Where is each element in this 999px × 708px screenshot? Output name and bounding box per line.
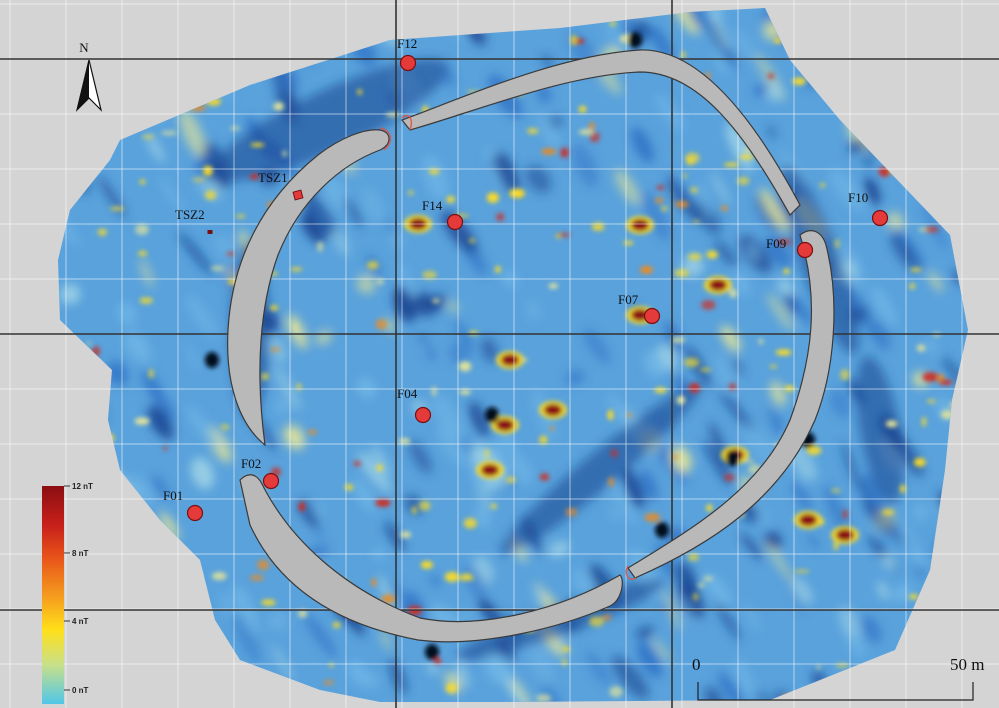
north-label: N	[79, 40, 89, 55]
colorbar-label-4: 4 nT	[72, 617, 89, 626]
feature-label: F02	[241, 456, 261, 471]
colorbar-label-12: 12 nT	[72, 482, 93, 491]
feature-marker	[208, 230, 213, 234]
feature-marker	[416, 408, 431, 423]
feature-marker	[448, 215, 463, 230]
feature-label: TSZ1	[258, 170, 288, 185]
feature-label: F01	[163, 488, 183, 503]
feature-marker	[293, 190, 303, 200]
feature-label: F07	[618, 292, 639, 307]
colorbar-gradient	[42, 486, 64, 704]
scale-end-label: 50 m	[950, 655, 984, 674]
feature-marker	[401, 56, 416, 71]
feature-marker	[188, 506, 203, 521]
feature-label: F12	[397, 36, 417, 51]
feature-label: F04	[397, 386, 418, 401]
scale-start-label: 0	[692, 655, 701, 674]
feature-marker	[645, 309, 660, 324]
feature-marker	[873, 211, 888, 226]
colorbar-label-8: 8 nT	[72, 549, 89, 558]
feature-marker	[264, 474, 279, 489]
feature-label: F09	[766, 236, 786, 251]
feature-marker	[798, 243, 813, 258]
feature-label: F10	[848, 190, 868, 205]
colorbar-label-0: 0 nT	[72, 686, 89, 695]
feature-label: TSZ2	[175, 207, 205, 222]
feature-label: F14	[422, 198, 443, 213]
